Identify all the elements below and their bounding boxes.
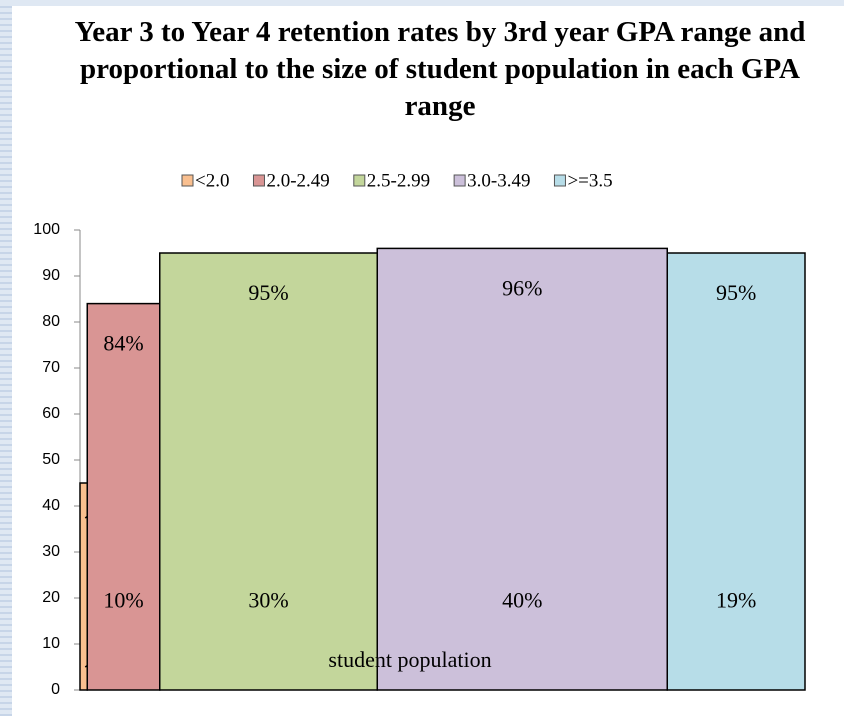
value-label: 96%	[502, 275, 542, 300]
frame-strip	[0, 0, 12, 716]
y-tick-label: 90	[42, 267, 60, 284]
value-label: 95%	[248, 280, 288, 305]
legend-label: 2.5-2.99	[367, 170, 430, 191]
frame-top	[0, 0, 844, 6]
y-tick-label: 50	[42, 451, 60, 468]
width-label: 40%	[502, 588, 542, 613]
y-tick-label: 0	[51, 681, 60, 698]
y-tick-label: 10	[42, 635, 60, 652]
legend-swatch	[453, 174, 466, 187]
y-tick-label: 30	[42, 543, 60, 560]
x-axis-label: student population	[328, 647, 491, 672]
bar	[376, 247, 668, 691]
value-label: 95%	[716, 280, 756, 305]
y-tick-label: 100	[33, 221, 60, 238]
legend-swatch	[181, 174, 194, 187]
legend-label: 3.0-3.49	[467, 170, 530, 191]
legend-swatch	[553, 174, 566, 187]
width-label: 30%	[248, 588, 288, 613]
value-label: 84%	[103, 331, 143, 356]
chart-title: Year 3 to Year 4 retention rates by 3rd …	[74, 16, 806, 122]
legend-swatch	[353, 174, 366, 187]
legend-swatch	[252, 174, 265, 187]
y-tick-label: 70	[42, 359, 60, 376]
bar	[159, 252, 378, 691]
y-tick-label: 60	[42, 405, 60, 422]
bar	[666, 252, 806, 691]
bar	[79, 482, 88, 691]
legend-label: <2.0	[195, 170, 229, 191]
width-label: 19%	[716, 588, 756, 613]
legend-label: >=3.5	[567, 170, 612, 191]
legend-label: 2.0-2.49	[266, 170, 329, 191]
y-tick-label: 80	[42, 313, 60, 330]
y-tick-label: 20	[42, 589, 60, 606]
width-label: 10%	[103, 588, 143, 613]
bar	[86, 302, 161, 691]
y-tick-label: 40	[42, 497, 60, 514]
